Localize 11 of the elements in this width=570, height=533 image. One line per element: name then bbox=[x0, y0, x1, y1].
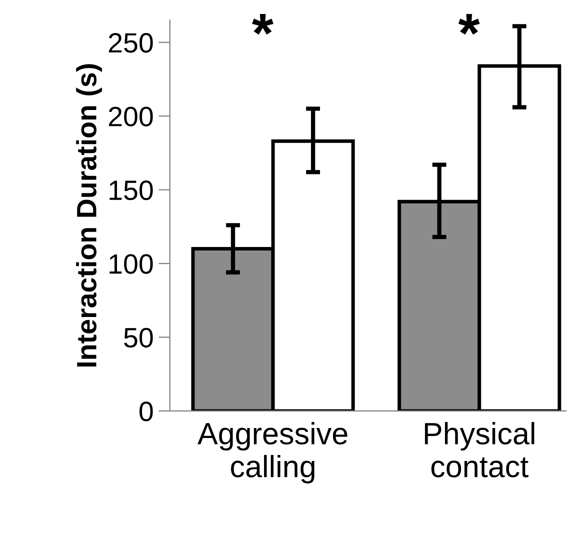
x-tick-label: Aggressive calling bbox=[198, 422, 348, 484]
x-tick-label: Physical contact bbox=[424, 422, 534, 478]
y-tick-label: 0 bbox=[140, 402, 153, 422]
y-axis-title: Interaction Duration (s) bbox=[76, 64, 102, 367]
y-tick-label: 150 bbox=[110, 180, 153, 200]
y-tick-label: 250 bbox=[108, 33, 153, 53]
y-tick-label: 50 bbox=[124, 328, 153, 348]
y-tick-label: 100 bbox=[110, 254, 153, 274]
annotation: * bbox=[458, 14, 480, 35]
y-tick-label: 200 bbox=[108, 106, 153, 126]
annotation: * bbox=[252, 14, 274, 35]
